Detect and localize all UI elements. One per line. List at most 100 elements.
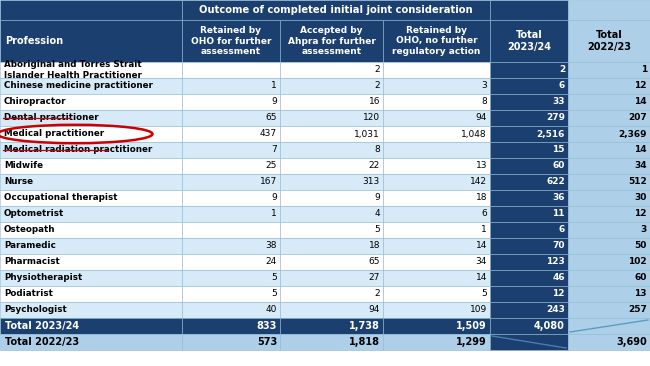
Bar xyxy=(568,174,650,190)
Bar xyxy=(568,158,650,174)
Bar xyxy=(490,126,568,142)
Bar xyxy=(568,110,650,126)
Bar xyxy=(0,174,182,190)
Text: 167: 167 xyxy=(260,178,277,187)
Text: 65: 65 xyxy=(369,258,380,266)
Text: Medical practitioner: Medical practitioner xyxy=(4,130,104,138)
Bar xyxy=(182,78,280,94)
Bar xyxy=(568,334,650,350)
Bar xyxy=(280,286,383,302)
Bar xyxy=(490,318,568,334)
Bar xyxy=(568,20,650,62)
Bar xyxy=(0,158,182,174)
Text: Chinese medicine practitioner: Chinese medicine practitioner xyxy=(4,82,153,90)
Bar xyxy=(383,110,490,126)
Text: 102: 102 xyxy=(629,258,647,266)
Bar xyxy=(383,94,490,110)
Text: 243: 243 xyxy=(546,306,565,314)
Bar xyxy=(182,158,280,174)
Bar xyxy=(182,94,280,110)
Bar xyxy=(490,270,568,286)
Bar xyxy=(0,238,182,254)
Bar xyxy=(568,78,650,94)
Bar xyxy=(0,286,182,302)
Text: 14: 14 xyxy=(634,146,647,154)
Text: 36: 36 xyxy=(552,194,565,202)
Bar xyxy=(490,334,568,350)
Bar xyxy=(280,20,383,62)
Bar xyxy=(490,222,568,238)
Text: Aboriginal and Torres Strait
Islander Health Practitioner: Aboriginal and Torres Strait Islander He… xyxy=(4,60,142,80)
Text: 15: 15 xyxy=(552,146,565,154)
Text: 1: 1 xyxy=(271,82,277,90)
Bar xyxy=(0,270,182,286)
Bar xyxy=(568,302,650,318)
Bar xyxy=(280,158,383,174)
Bar xyxy=(182,302,280,318)
Text: 2,516: 2,516 xyxy=(537,130,565,138)
Text: 5: 5 xyxy=(374,225,380,235)
Text: 7: 7 xyxy=(271,146,277,154)
Text: Total
2022/23: Total 2022/23 xyxy=(587,30,631,52)
Text: 9: 9 xyxy=(271,194,277,202)
Bar xyxy=(280,318,383,334)
Text: 8: 8 xyxy=(374,146,380,154)
Bar xyxy=(280,222,383,238)
Text: 12: 12 xyxy=(552,290,565,299)
Text: Dental practitioner: Dental practitioner xyxy=(4,113,99,123)
Bar xyxy=(280,94,383,110)
Bar xyxy=(182,254,280,270)
Text: 70: 70 xyxy=(552,242,565,250)
Bar xyxy=(568,254,650,270)
Bar xyxy=(568,238,650,254)
Bar xyxy=(0,142,182,158)
Bar xyxy=(383,78,490,94)
Bar xyxy=(568,62,650,78)
Bar xyxy=(280,270,383,286)
Bar xyxy=(0,206,182,222)
Bar xyxy=(383,190,490,206)
Bar xyxy=(182,110,280,126)
Text: 3,690: 3,690 xyxy=(616,337,647,347)
Bar xyxy=(182,190,280,206)
Text: 2: 2 xyxy=(374,66,380,75)
Text: 1: 1 xyxy=(641,66,647,75)
Bar xyxy=(182,318,280,334)
Bar xyxy=(0,126,182,142)
Text: 257: 257 xyxy=(628,306,647,314)
Text: Physiotherapist: Physiotherapist xyxy=(4,273,83,283)
Bar xyxy=(383,126,490,142)
Text: Podiatrist: Podiatrist xyxy=(4,290,53,299)
Bar xyxy=(568,126,650,142)
Text: 94: 94 xyxy=(369,306,380,314)
Bar xyxy=(280,78,383,94)
Bar xyxy=(182,174,280,190)
Text: 3: 3 xyxy=(641,225,647,235)
Bar xyxy=(383,20,490,62)
Text: 1,738: 1,738 xyxy=(349,321,380,331)
Text: Outcome of completed initial joint consideration: Outcome of completed initial joint consi… xyxy=(199,5,473,15)
Text: 2: 2 xyxy=(374,290,380,299)
Text: Pharmacist: Pharmacist xyxy=(4,258,60,266)
Text: Total
2023/24: Total 2023/24 xyxy=(507,30,551,52)
Bar xyxy=(280,254,383,270)
Bar xyxy=(383,222,490,238)
Bar xyxy=(490,20,568,62)
Text: 30: 30 xyxy=(634,194,647,202)
Bar xyxy=(0,222,182,238)
Bar xyxy=(568,222,650,238)
Text: 5: 5 xyxy=(271,273,277,283)
Text: Total 2022/23: Total 2022/23 xyxy=(5,337,79,347)
Text: 2: 2 xyxy=(374,82,380,90)
Text: 5: 5 xyxy=(481,290,487,299)
Text: 313: 313 xyxy=(363,178,380,187)
Text: 5: 5 xyxy=(271,290,277,299)
Text: 94: 94 xyxy=(476,113,487,123)
Text: 1: 1 xyxy=(481,225,487,235)
Text: Midwife: Midwife xyxy=(4,161,43,171)
Text: 109: 109 xyxy=(470,306,487,314)
Text: 2,369: 2,369 xyxy=(619,130,647,138)
Bar xyxy=(280,206,383,222)
Bar xyxy=(280,334,383,350)
Text: 8: 8 xyxy=(481,97,487,107)
